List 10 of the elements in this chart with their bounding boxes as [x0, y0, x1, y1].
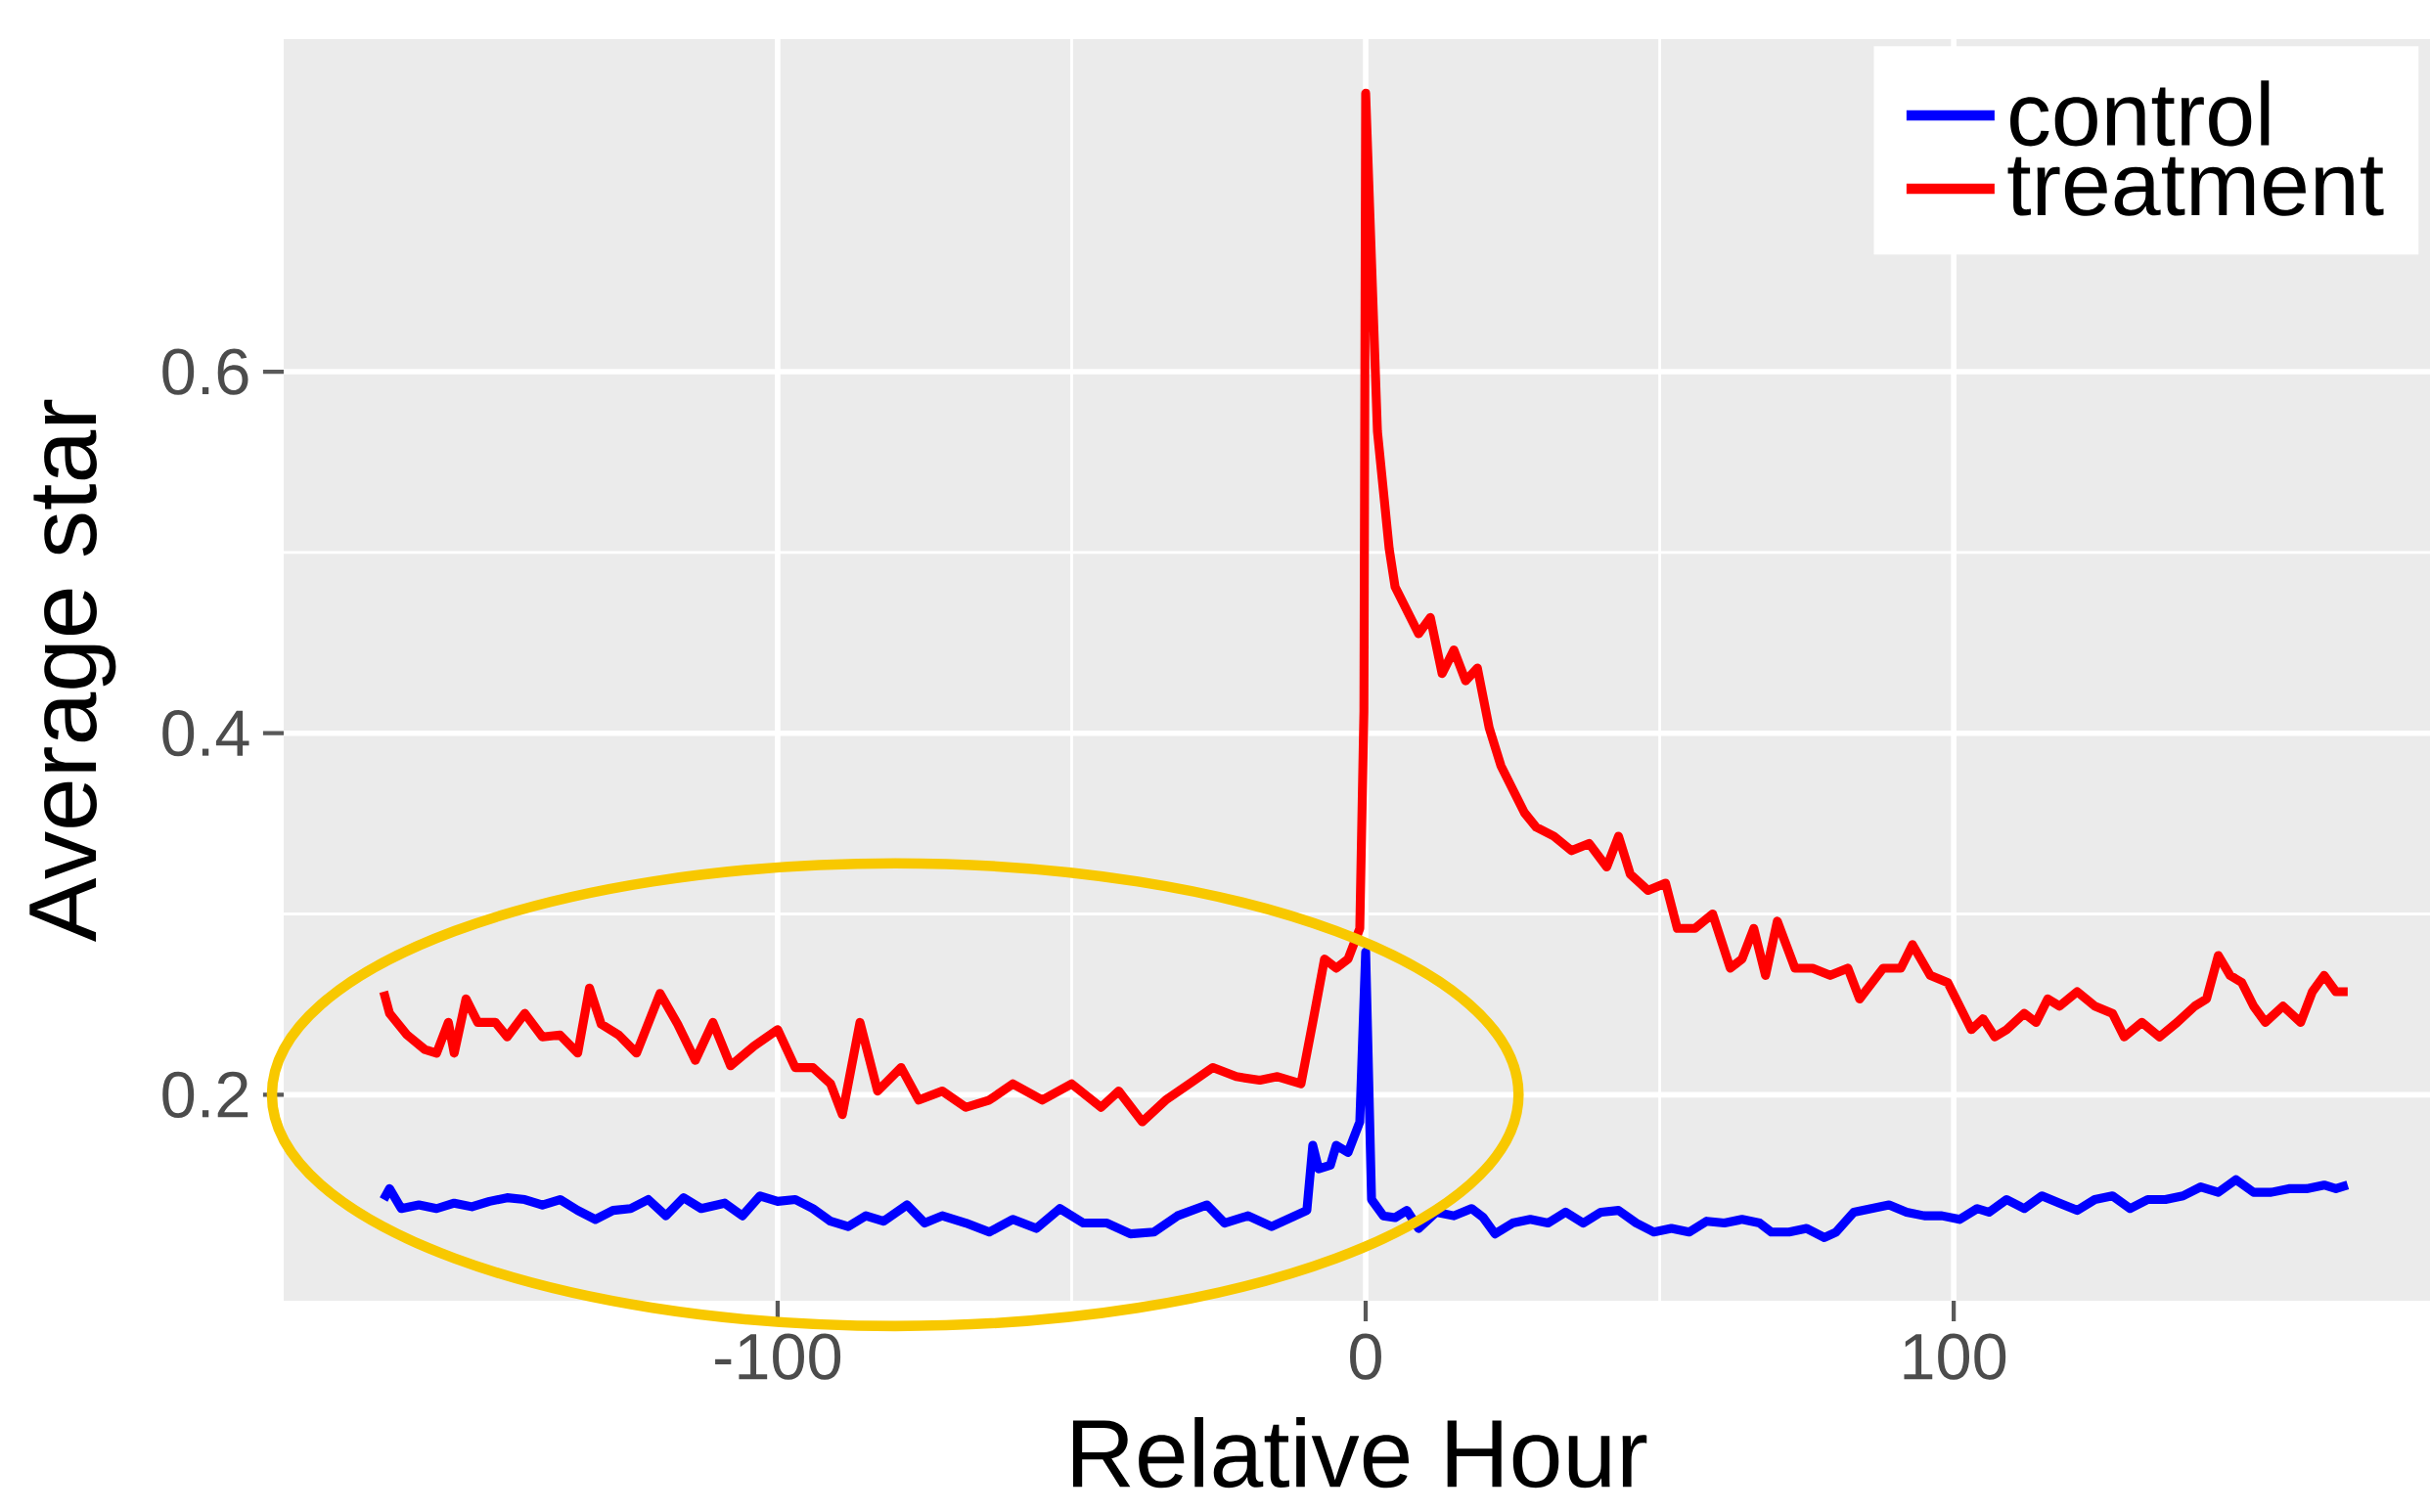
x-tick-label: -100: [715, 1333, 841, 1380]
x-tick-label: 0: [1350, 1333, 1381, 1380]
legend-label: control: [2010, 80, 2270, 147]
legend-label: treatment: [2007, 156, 2384, 216]
x-tick-label: 100: [1904, 1333, 2006, 1380]
x-axis-title: Relative Hour: [1072, 1417, 1647, 1489]
y-tick-label: 0.2: [162, 1071, 248, 1118]
y-tick-label: 0.4: [162, 710, 249, 757]
y-axis-title: Average star: [29, 399, 116, 942]
y-tick-label: 0.6: [162, 348, 248, 395]
